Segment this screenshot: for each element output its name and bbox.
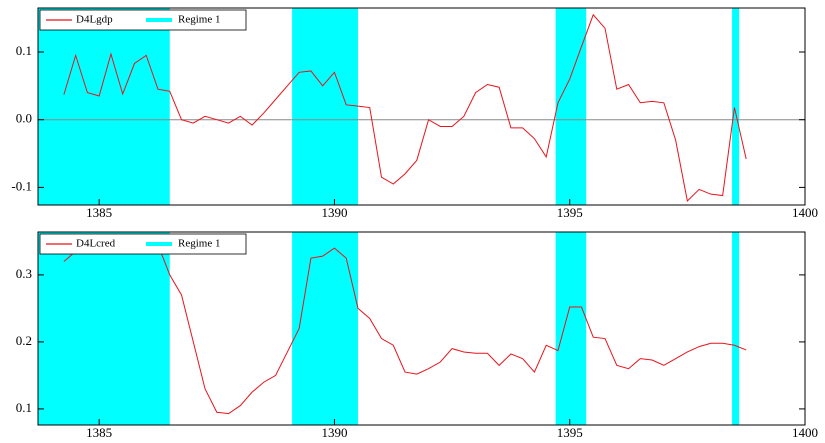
legend-swatch: [146, 18, 172, 22]
y-tick-label: 0.2: [16, 333, 32, 348]
legend-label: Regime 1: [178, 238, 220, 250]
regime-band: [38, 232, 170, 425]
y-tick-label: 0.1: [16, 43, 32, 58]
data-line: [63, 237, 747, 415]
plot-frame: [37, 7, 806, 206]
x-tick-label: 1390: [321, 205, 347, 220]
plot-area: [38, 8, 805, 205]
x-tick-label: 1400: [792, 425, 818, 440]
x-tick-label: 1390: [321, 425, 347, 440]
y-tick-label: 0.0: [16, 111, 32, 126]
regime-band: [732, 232, 740, 425]
legend-label: D4Lcred: [76, 238, 116, 250]
legend-label: Regime 1: [178, 14, 220, 26]
regime-band: [555, 8, 587, 205]
plot-frame: [37, 231, 806, 426]
data-line: [63, 13, 747, 202]
x-tick-label: 1395: [557, 425, 583, 440]
regime-band: [292, 232, 358, 425]
x-tick-label: 1395: [557, 205, 583, 220]
y-tick-label: -0.1: [11, 178, 32, 193]
legend-box: [39, 233, 247, 255]
regime-band: [292, 8, 358, 205]
regime-band: [38, 8, 170, 205]
x-tick-label: 1400: [792, 205, 818, 220]
y-tick-label: 0.3: [16, 266, 32, 281]
plot-area: [38, 232, 747, 425]
x-tick-label: 1385: [86, 205, 112, 220]
legend-box: [39, 9, 247, 31]
legend-label: D4Lgdp: [76, 14, 113, 26]
regime-band: [555, 232, 587, 425]
y-tick-label: 0.1: [16, 400, 32, 415]
x-tick-label: 1385: [86, 425, 112, 440]
legend-swatch: [146, 242, 172, 246]
regime-band: [732, 8, 740, 205]
